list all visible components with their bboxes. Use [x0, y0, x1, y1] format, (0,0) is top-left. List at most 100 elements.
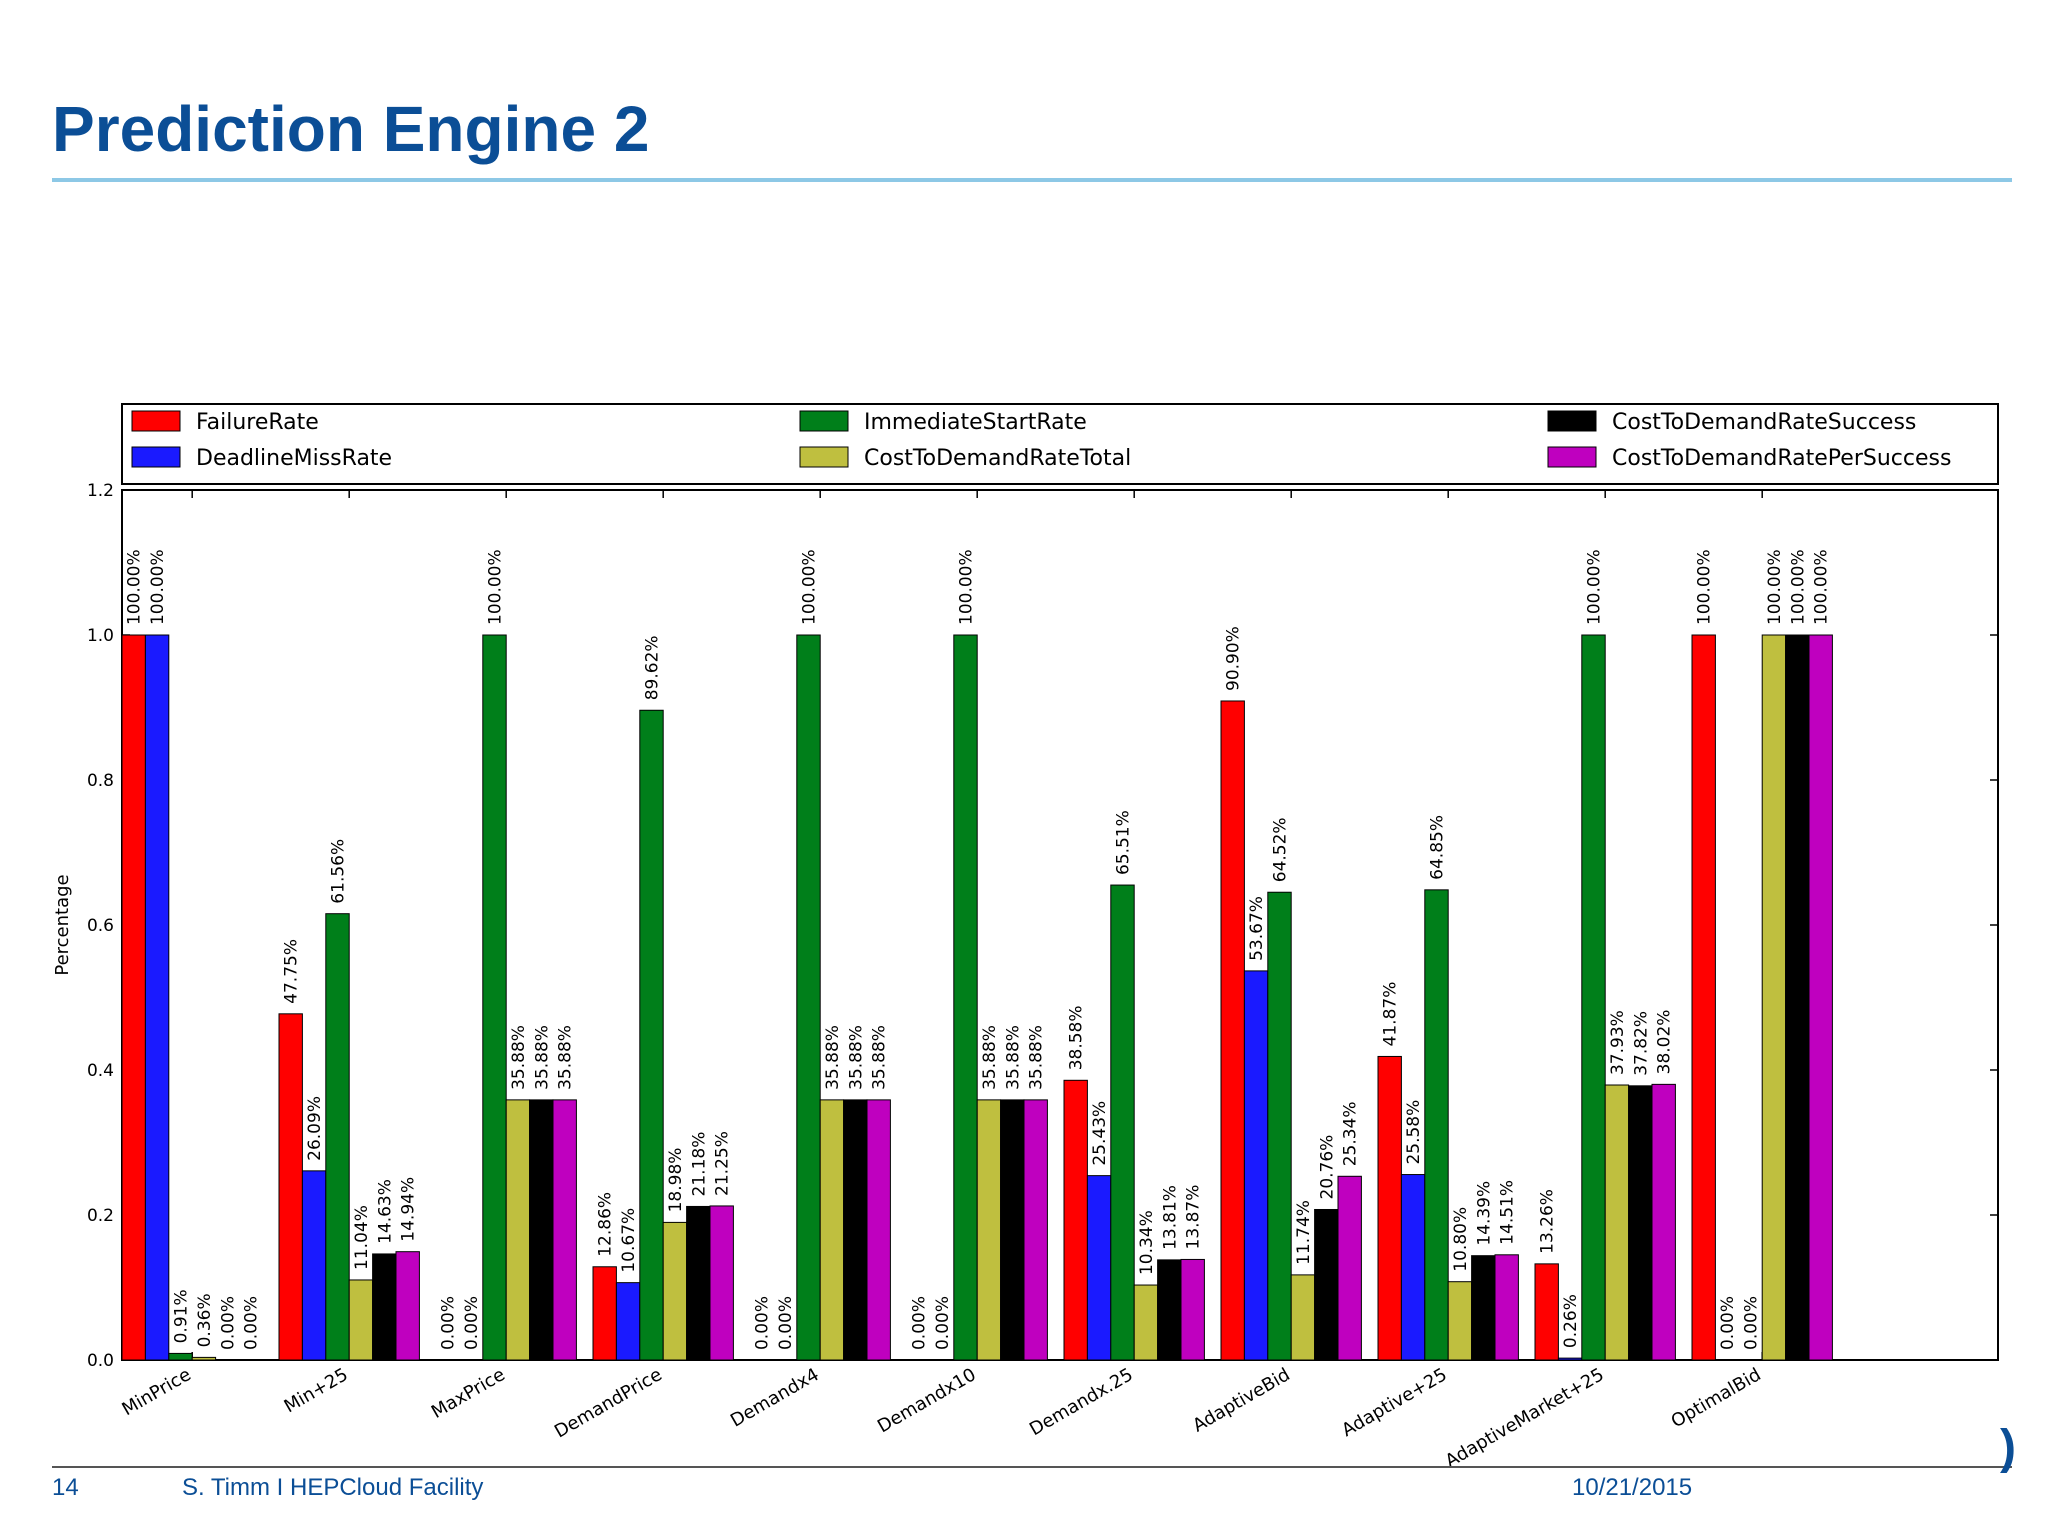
- data-label-costtodemandratepersuccess-demandx10: 35.88%: [1027, 1025, 1047, 1090]
- data-label-costtodemandratepersuccess-maxprice: 35.88%: [556, 1025, 576, 1090]
- bar-costtodemandratepersuccess-demandx-25: [1180, 1258, 1205, 1361]
- data-label-costtodemandratesuccess-minprice: 0.00%: [218, 1296, 238, 1350]
- bar-costtodemandratetotal-minprice: [191, 1356, 217, 1361]
- data-label-costtodemandratepersuccess-min-25: 14.94%: [399, 1177, 419, 1242]
- data-label-costtodemandratepersuccess-minprice: 0.00%: [242, 1296, 262, 1350]
- data-label-deadlinemissrate-demandx4: 0.00%: [776, 1296, 796, 1350]
- data-label-costtodemandratepersuccess-demandprice: 21.25%: [713, 1131, 733, 1196]
- bar-immediatestartrate-adaptive-25: [1424, 889, 1449, 1361]
- data-label-failurerate-min-25: 47.75%: [282, 939, 302, 1004]
- bar-costtodemandratetotal-adaptivebid: [1290, 1274, 1316, 1361]
- data-label-costtodemandratetotal-demandx4: 35.88%: [823, 1025, 843, 1090]
- bar-costtodemandratesuccess-demandx-25: [1157, 1259, 1182, 1361]
- data-label-costtodemandratetotal-adaptive-25: 10.80%: [1451, 1207, 1471, 1272]
- data-label-deadlinemissrate-adaptivemarket-25: 0.26%: [1561, 1294, 1581, 1348]
- bar-costtodemandratesuccess-min-25: [372, 1253, 397, 1361]
- data-label-costtodemandratesuccess-demandprice: 21.18%: [689, 1132, 709, 1197]
- y-tick-label: 0.2: [87, 1206, 114, 1226]
- legend-swatch-failurerate: [131, 410, 181, 432]
- bar-immediatestartrate-adaptivebid: [1267, 891, 1292, 1361]
- legend-box: [121, 403, 1999, 485]
- bar-costtodemandratetotal-adaptive-25: [1447, 1281, 1473, 1361]
- bar-deadlinemissrate-min-25: [301, 1170, 327, 1361]
- legend-swatch-deadlinemissrate: [131, 446, 181, 468]
- legend-swatch-immediatestartrate: [799, 410, 849, 432]
- data-label-failurerate-adaptivebid: 90.90%: [1224, 626, 1244, 691]
- data-label-costtodemandratetotal-demandprice: 18.98%: [666, 1148, 686, 1213]
- bar-costtodemandratesuccess-demandprice: [686, 1205, 711, 1361]
- bar-costtodemandratesuccess-adaptivemarket-25: [1628, 1085, 1653, 1361]
- data-label-costtodemandratetotal-min-25: 11.04%: [352, 1205, 372, 1270]
- slide-title: Prediction Engine 2: [52, 93, 650, 165]
- data-label-immediatestartrate-adaptivebid: 64.52%: [1271, 817, 1291, 882]
- data-label-deadlinemissrate-demandprice: 10.67%: [619, 1208, 639, 1273]
- x-tick-label-minprice: MinPrice: [119, 1364, 195, 1420]
- bar-failurerate-optimalbid: [1691, 634, 1716, 1361]
- footer-date: 10/21/2015: [1572, 1474, 1693, 1501]
- title-divider: [52, 178, 2012, 182]
- bar-costtodemandratetotal-maxprice: [505, 1099, 531, 1361]
- data-label-immediatestartrate-maxprice: 100.00%: [486, 549, 506, 625]
- bar-costtodemandratesuccess-adaptive-25: [1471, 1255, 1496, 1361]
- data-label-costtodemandratetotal-optimalbid: 100.00%: [1765, 549, 1785, 625]
- bar-costtodemandratesuccess-demandx10: [1000, 1099, 1025, 1361]
- bar-costtodemandratepersuccess-demandx10: [1023, 1099, 1048, 1361]
- legend-swatch-costtodemandratetotal: [799, 446, 849, 468]
- data-label-costtodemandratepersuccess-adaptivemarket-25: 38.02%: [1655, 1010, 1675, 1075]
- bar-costtodemandratesuccess-adaptivebid: [1314, 1208, 1339, 1361]
- data-label-immediatestartrate-demandx-25: 65.51%: [1114, 810, 1134, 875]
- bar-costtodemandratetotal-demandx4: [819, 1099, 845, 1361]
- data-label-costtodemandratepersuccess-adaptivebid: 25.34%: [1341, 1101, 1361, 1166]
- legend-label-costtodemandratetotal: CostToDemandRateTotal: [864, 446, 1131, 471]
- data-label-costtodemandratepersuccess-demandx-25: 13.87%: [1184, 1185, 1204, 1250]
- bar-costtodemandratetotal-demandx10: [976, 1099, 1002, 1361]
- bar-immediatestartrate-maxprice: [482, 634, 507, 1361]
- data-label-failurerate-maxprice: 0.00%: [439, 1296, 459, 1350]
- data-label-costtodemandratetotal-maxprice: 35.88%: [509, 1025, 529, 1090]
- y-tick-label: 0.6: [87, 916, 114, 936]
- data-label-immediatestartrate-adaptive-25: 64.85%: [1428, 815, 1448, 880]
- data-label-costtodemandratesuccess-maxprice: 35.88%: [532, 1025, 552, 1090]
- y-tick-label: 0.0: [87, 1351, 114, 1371]
- logo-fragment: ): [2000, 1421, 2016, 1474]
- data-label-failurerate-adaptivemarket-25: 13.26%: [1538, 1189, 1558, 1254]
- bar-costtodemandratetotal-min-25: [348, 1279, 374, 1361]
- data-label-failurerate-adaptive-25: 41.87%: [1381, 982, 1401, 1047]
- data-label-costtodemandratepersuccess-demandx4: 35.88%: [870, 1025, 890, 1090]
- bar-immediatestartrate-demandx4: [796, 634, 821, 1361]
- bar-costtodemandratesuccess-maxprice: [529, 1099, 554, 1361]
- bar-costtodemandratepersuccess-demandprice: [709, 1205, 734, 1361]
- y-axis-label: Percentage: [52, 874, 73, 975]
- legend-label-failurerate: FailureRate: [196, 410, 319, 435]
- data-label-immediatestartrate-demandx10: 100.00%: [957, 549, 977, 625]
- bar-immediatestartrate-min-25: [325, 913, 350, 1361]
- bar-costtodemandratesuccess-demandx4: [843, 1099, 868, 1361]
- data-label-costtodemandratetotal-adaptivebid: 11.74%: [1294, 1200, 1314, 1265]
- data-label-costtodemandratesuccess-demandx10: 35.88%: [1003, 1025, 1023, 1090]
- bar-deadlinemissrate-minprice: [144, 634, 170, 1361]
- data-label-costtodemandratetotal-minprice: 0.36%: [195, 1293, 215, 1347]
- x-tick-label-demandprice: DemandPrice: [551, 1364, 666, 1442]
- bar-failurerate-adaptivemarket-25: [1534, 1263, 1559, 1361]
- bar-immediatestartrate-adaptivemarket-25: [1581, 634, 1606, 1361]
- data-label-deadlinemissrate-adaptive-25: 25.58%: [1404, 1100, 1424, 1165]
- bar-deadlinemissrate-demandprice: [615, 1282, 641, 1361]
- bar-costtodemandratetotal-demandx-25: [1133, 1284, 1159, 1361]
- x-tick-label-optimalbid: OptimalBid: [1668, 1364, 1765, 1432]
- data-label-immediatestartrate-demandprice: 89.62%: [643, 635, 663, 700]
- data-label-deadlinemissrate-min-25: 26.09%: [305, 1096, 325, 1161]
- data-label-deadlinemissrate-adaptivebid: 53.67%: [1247, 896, 1267, 961]
- data-label-costtodemandratepersuccess-adaptive-25: 14.51%: [1498, 1180, 1518, 1245]
- bar-deadlinemissrate-adaptive-25: [1400, 1174, 1426, 1361]
- x-tick-label-demandx-25: Demandx.25: [1026, 1364, 1137, 1440]
- data-label-deadlinemissrate-maxprice: 0.00%: [462, 1296, 482, 1350]
- data-label-deadlinemissrate-optimalbid: 0.00%: [1718, 1296, 1738, 1350]
- data-label-costtodemandratetotal-adaptivemarket-25: 37.93%: [1608, 1010, 1628, 1075]
- data-label-costtodemandratesuccess-optimalbid: 100.00%: [1788, 549, 1808, 625]
- data-label-immediatestartrate-min-25: 61.56%: [329, 839, 349, 904]
- legend-swatch-costtodemandratesuccess: [1547, 410, 1597, 432]
- legend-label-deadlinemissrate: DeadlineMissRate: [196, 446, 392, 471]
- bar-immediatestartrate-demandx-25: [1110, 884, 1135, 1361]
- bar-costtodemandratetotal-demandprice: [662, 1221, 688, 1361]
